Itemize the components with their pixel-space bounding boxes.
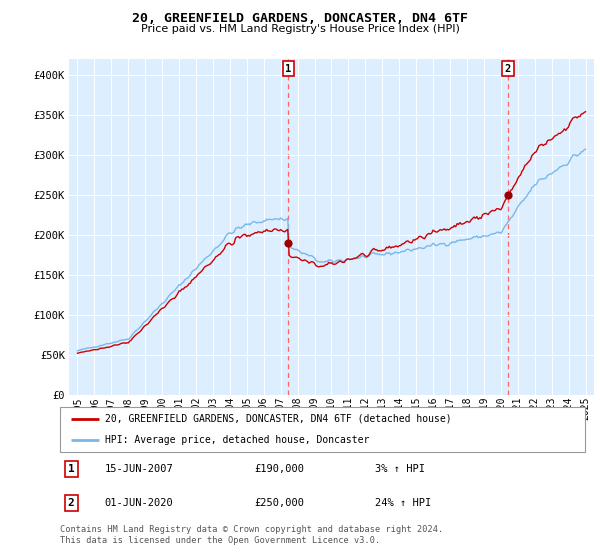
Text: £190,000: £190,000	[254, 464, 304, 474]
Text: 15-JUN-2007: 15-JUN-2007	[104, 464, 173, 474]
Text: 01-JUN-2020: 01-JUN-2020	[104, 498, 173, 508]
Text: 2: 2	[505, 64, 511, 74]
Text: £250,000: £250,000	[254, 498, 304, 508]
Text: 3% ↑ HPI: 3% ↑ HPI	[375, 464, 425, 474]
Text: 24% ↑ HPI: 24% ↑ HPI	[375, 498, 431, 508]
Text: HPI: Average price, detached house, Doncaster: HPI: Average price, detached house, Donc…	[104, 435, 369, 445]
Point	[503, 190, 513, 199]
Text: Price paid vs. HM Land Registry's House Price Index (HPI): Price paid vs. HM Land Registry's House …	[140, 24, 460, 34]
FancyBboxPatch shape	[60, 407, 585, 452]
Text: 2: 2	[68, 498, 74, 508]
Text: Contains HM Land Registry data © Crown copyright and database right 2024.
This d: Contains HM Land Registry data © Crown c…	[60, 525, 443, 545]
Point	[284, 239, 293, 248]
Text: 1: 1	[286, 64, 292, 74]
Text: 20, GREENFIELD GARDENS, DONCASTER, DN4 6TF (detached house): 20, GREENFIELD GARDENS, DONCASTER, DN4 6…	[104, 414, 451, 424]
Text: 1: 1	[68, 464, 74, 474]
Text: 20, GREENFIELD GARDENS, DONCASTER, DN4 6TF: 20, GREENFIELD GARDENS, DONCASTER, DN4 6…	[132, 12, 468, 25]
